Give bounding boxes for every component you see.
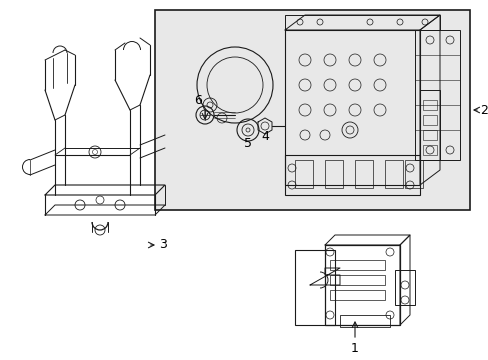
Bar (325, 160, 342, 188)
Bar (422, 100, 436, 110)
Bar (294, 160, 312, 188)
Bar (414, 30, 459, 160)
Bar (339, 315, 389, 327)
Bar (354, 160, 372, 188)
Bar (285, 155, 419, 195)
Bar (384, 160, 402, 188)
Bar (404, 160, 422, 188)
Text: 6: 6 (194, 94, 202, 107)
Bar (285, 30, 419, 185)
Bar (329, 290, 384, 300)
Text: 1: 1 (350, 342, 358, 355)
Bar (422, 145, 436, 155)
Bar (294, 250, 334, 325)
Bar (155, 10, 469, 210)
Text: 4: 4 (261, 130, 268, 143)
Text: 3: 3 (159, 239, 166, 252)
Bar (285, 15, 439, 30)
Bar (422, 130, 436, 140)
Bar (394, 270, 414, 305)
Text: 5: 5 (244, 136, 251, 149)
Bar (329, 260, 384, 270)
Bar (419, 90, 439, 160)
Text: 2: 2 (479, 104, 487, 117)
Bar (325, 245, 399, 325)
Bar (422, 115, 436, 125)
Bar (329, 275, 384, 285)
